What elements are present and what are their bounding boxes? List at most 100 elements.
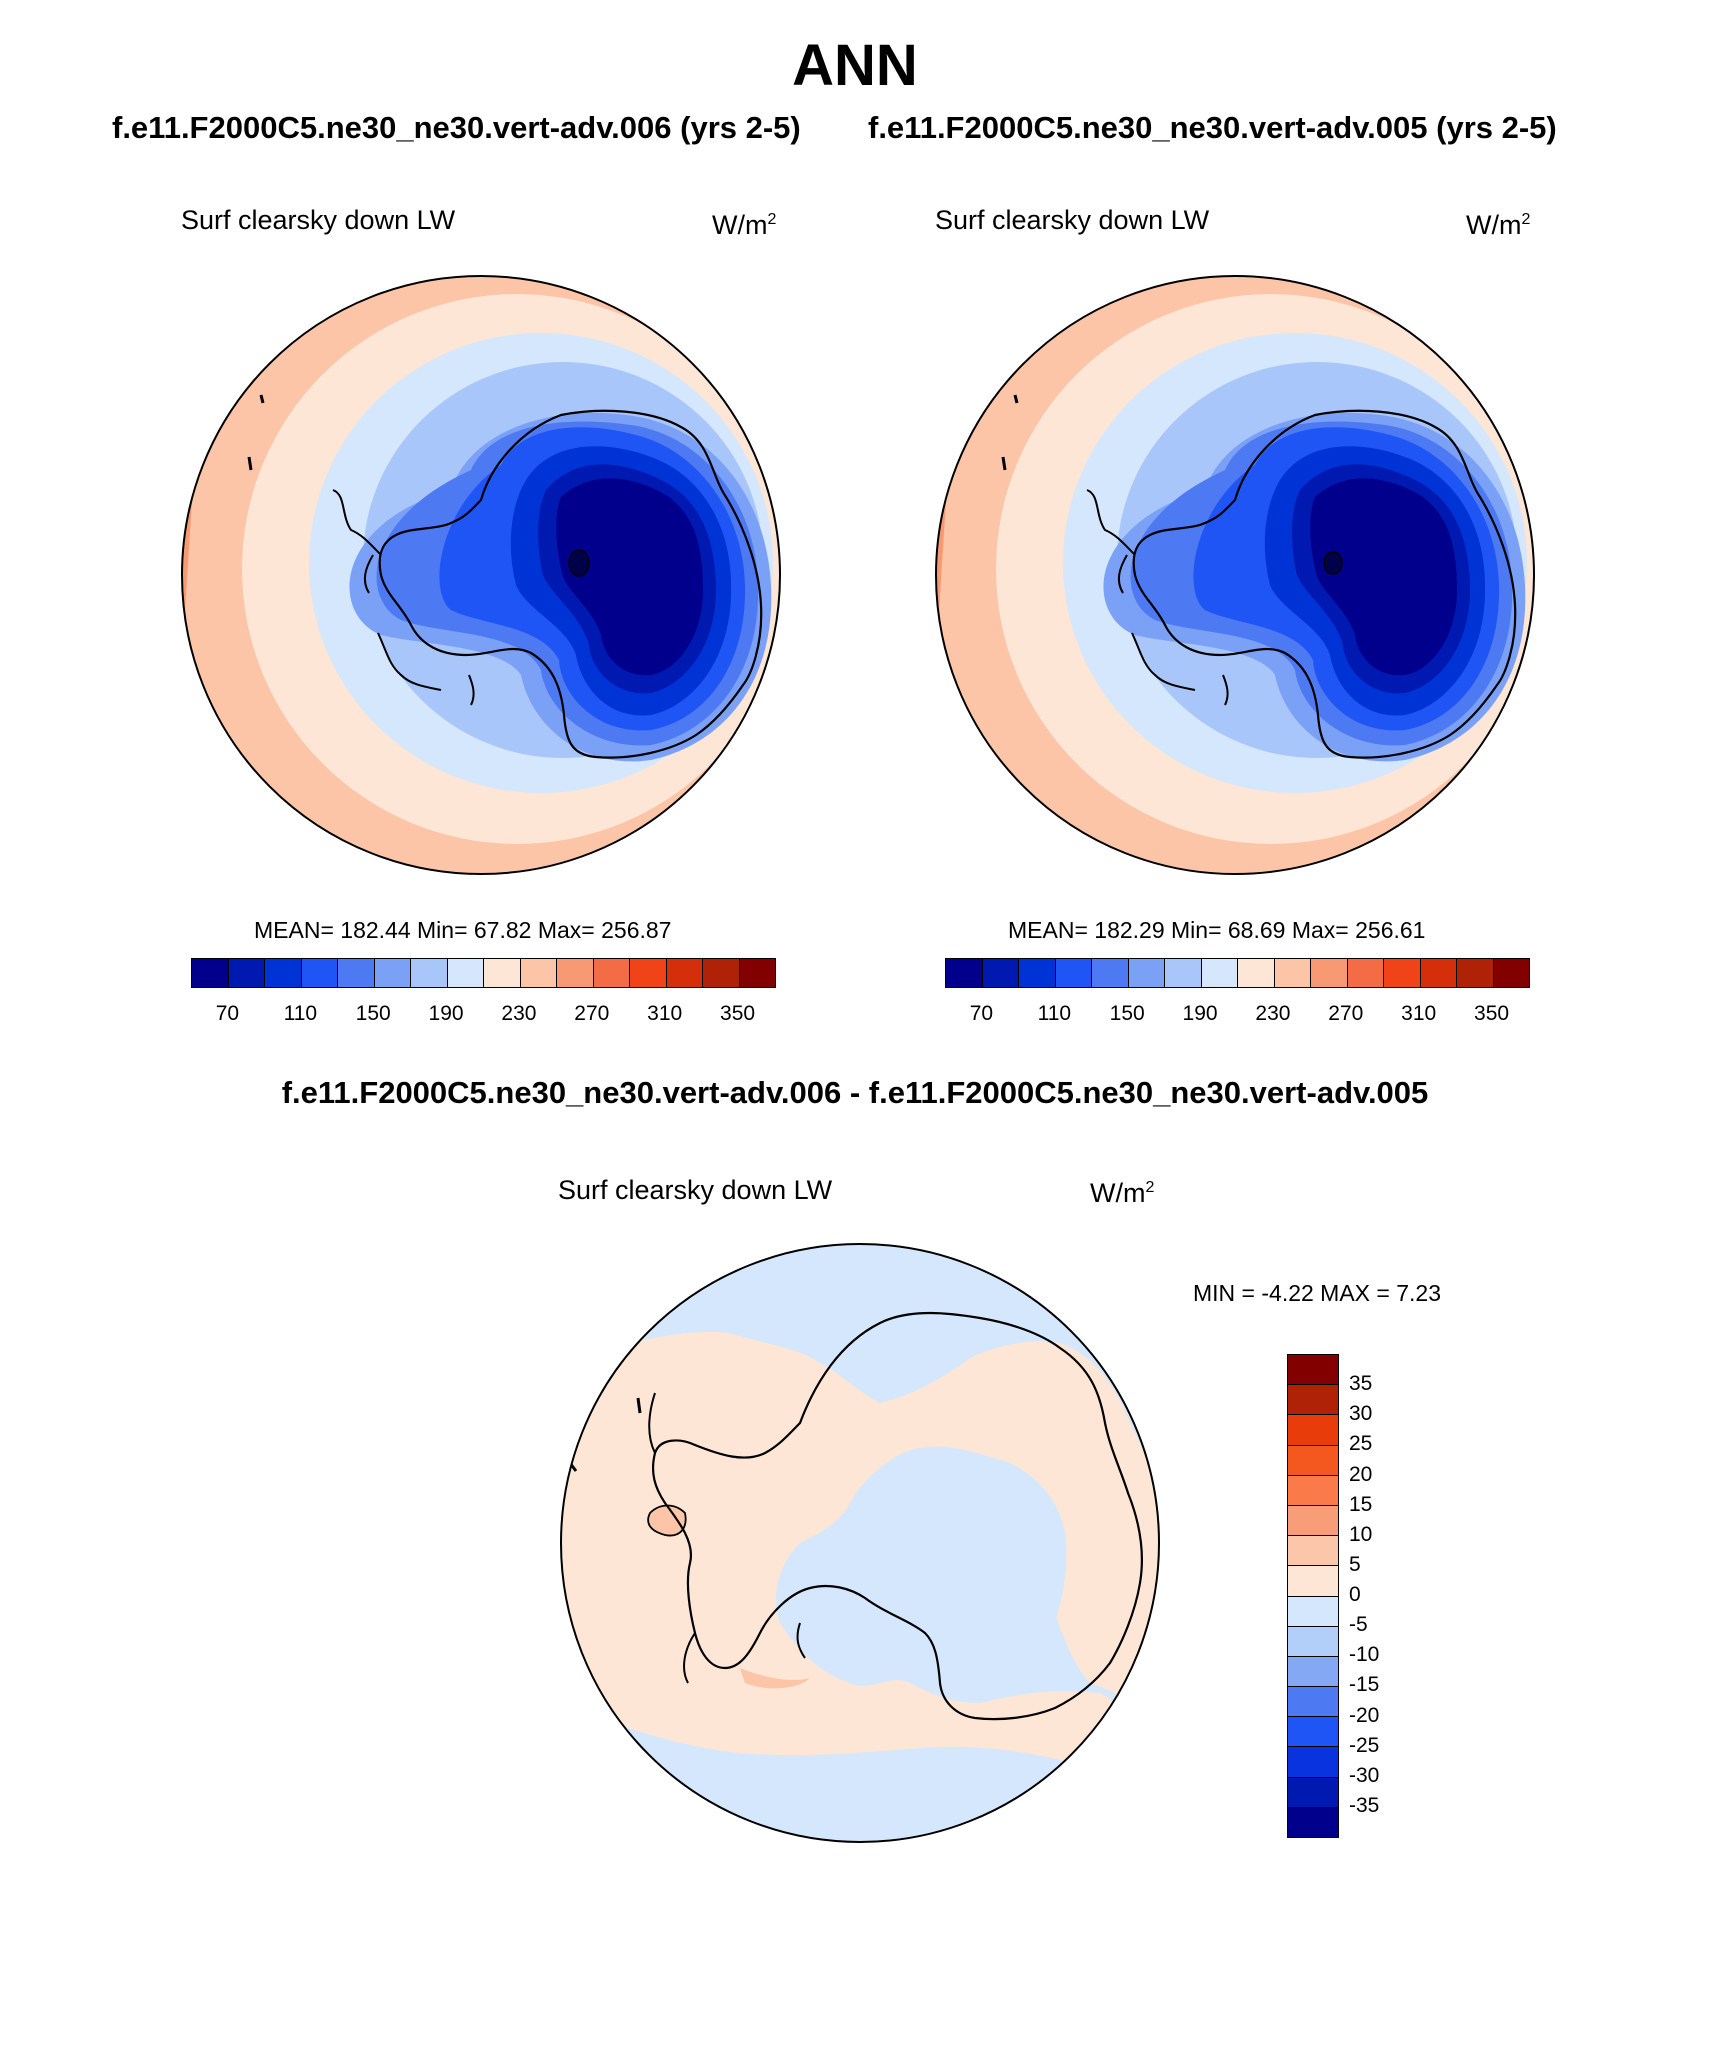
- colorbar-tick-label: -5: [1349, 1613, 1368, 1637]
- colorbar-tick-label: 15: [1349, 1492, 1373, 1516]
- colorbar-swatch: [338, 959, 375, 987]
- colorbar-swatch: [982, 959, 1019, 987]
- colorbar-swatch: [1288, 1445, 1338, 1476]
- page-title: ANN: [792, 33, 918, 98]
- colorbar-tick-label: 0: [1349, 1583, 1361, 1606]
- colorbar-swatch: [228, 959, 265, 987]
- colorbar-swatch: [1457, 959, 1494, 987]
- diff-colorbar: [1287, 1354, 1339, 1838]
- colorbar-swatch: [1384, 959, 1421, 987]
- colorbar-swatch: [1288, 1475, 1338, 1506]
- colorbar-swatch: [520, 959, 557, 987]
- right-polar-map: [935, 275, 1535, 875]
- right-colorbar: [945, 958, 1530, 988]
- left-units: W/m2: [712, 210, 777, 240]
- colorbar-swatch: [1288, 1656, 1338, 1688]
- colorbar-swatch: [1238, 959, 1275, 987]
- colorbar-swatch: [1201, 959, 1238, 987]
- left-colorbar: [191, 958, 776, 988]
- colorbar-tick-label: 35: [1349, 1372, 1373, 1396]
- left-stats: MEAN= 182.44 Min= 67.82 Max= 256.87: [254, 917, 672, 943]
- colorbar-tick-label: 150: [1109, 1002, 1145, 1025]
- colorbar-swatch: [1311, 959, 1348, 987]
- colorbar-swatch: [1165, 959, 1202, 987]
- colorbar-swatch: [946, 959, 983, 987]
- colorbar-swatch: [630, 959, 667, 987]
- colorbar-swatch: [1288, 1717, 1338, 1748]
- colorbar-swatch: [1288, 1415, 1338, 1446]
- colorbar-tick-label: -15: [1349, 1673, 1380, 1697]
- right-units: W/m2: [1466, 210, 1531, 240]
- right-plot-label: Surf clearsky down LW: [935, 205, 1210, 235]
- colorbar-swatch: [1274, 959, 1311, 987]
- colorbar-tick-label: 25: [1349, 1432, 1373, 1456]
- colorbar-tick-label: 270: [574, 1002, 610, 1025]
- colorbar-tick-label: 20: [1349, 1462, 1373, 1486]
- colorbar-tick-label: 10: [1349, 1522, 1373, 1546]
- left-polar-map: [181, 275, 781, 875]
- colorbar-swatch: [1288, 1385, 1338, 1416]
- colorbar-tick-label: 70: [215, 1002, 240, 1025]
- diff-stats: MIN = -4.22 MAX = 7.23: [1193, 1280, 1442, 1306]
- colorbar-swatch: [557, 959, 594, 987]
- colorbar-swatch: [265, 959, 302, 987]
- diff-colorbar-ticks: 35 30 25 20 15 10 5 0 -5 -10 -15 -20 -25 -30 -35: [1349, 1354, 1429, 1836]
- diff-units: W/m2: [1090, 1178, 1155, 1208]
- colorbar-tick-label: -10: [1349, 1643, 1380, 1667]
- colorbar-swatch: [703, 959, 740, 987]
- colorbar-swatch: [411, 959, 448, 987]
- colorbar-swatch: [739, 959, 775, 987]
- right-stats: MEAN= 182.29 Min= 68.69 Max= 256.61: [1008, 917, 1426, 943]
- colorbar-tick-label: 230: [501, 1002, 537, 1025]
- colorbar-swatch: [1019, 959, 1056, 987]
- colorbar-swatch: [447, 959, 484, 987]
- colorbar-tick-label: 310: [647, 1002, 683, 1025]
- colorbar-swatch: [1288, 1566, 1338, 1597]
- diff-title: f.e11.F2000C5.ne30_ne30.vert-adv.006 - f…: [281, 1075, 1429, 1110]
- colorbar-tick-label: 70: [969, 1002, 994, 1025]
- colorbar-swatch: [1420, 959, 1457, 987]
- colorbar-tick-label: 310: [1401, 1002, 1437, 1025]
- colorbar-tick-label: 230: [1255, 1002, 1291, 1025]
- colorbar-tick-label: 110: [283, 1002, 318, 1025]
- colorbar-swatch: [192, 959, 229, 987]
- colorbar-swatch: [1347, 959, 1384, 987]
- case-title-right: f.e11.F2000C5.ne30_ne30.vert-adv.005 (yr…: [868, 110, 1557, 145]
- colorbar-tick-label: 350: [720, 1002, 756, 1025]
- colorbar-tick-label: -20: [1349, 1703, 1380, 1727]
- colorbar-swatch: [374, 959, 411, 987]
- colorbar-tick-label: 350: [1474, 1002, 1510, 1025]
- left-plot-label: Surf clearsky down LW: [181, 205, 456, 235]
- colorbar-swatch: [1288, 1747, 1338, 1778]
- colorbar-tick-label: 270: [1328, 1002, 1364, 1025]
- colorbar-swatch: [593, 959, 630, 987]
- diff-plot-label: Surf clearsky down LW: [558, 1175, 833, 1205]
- colorbar-tick-label: 30: [1349, 1402, 1373, 1426]
- colorbar-swatch: [1288, 1687, 1338, 1718]
- colorbar-tick-label: -35: [1349, 1793, 1380, 1817]
- colorbar-swatch: [1288, 1777, 1338, 1808]
- case-title-left: f.e11.F2000C5.ne30_ne30.vert-adv.006 (yr…: [112, 110, 801, 145]
- colorbar-swatch: [1288, 1355, 1338, 1386]
- colorbar-tick-label: 190: [1182, 1002, 1218, 1025]
- right-colorbar-ticks: 70 110 150 190 230 270 310 350: [945, 1002, 1528, 1032]
- colorbar-swatch: [1288, 1626, 1338, 1657]
- colorbar-swatch: [1055, 959, 1092, 987]
- colorbar-tick-label: 110: [1037, 1002, 1072, 1025]
- colorbar-swatch: [1288, 1536, 1338, 1567]
- colorbar-swatch: [484, 959, 521, 987]
- colorbar-tick-label: -30: [1349, 1763, 1380, 1787]
- colorbar-swatch: [1092, 959, 1129, 987]
- left-colorbar-ticks: 70 110 150 190 230 270 310 350: [191, 1002, 774, 1032]
- colorbar-swatch: [1288, 1505, 1338, 1537]
- colorbar-swatch: [1493, 959, 1529, 987]
- colorbar-swatch: [301, 959, 338, 987]
- diff-polar-map: [560, 1243, 1160, 1843]
- colorbar-tick-label: 5: [1349, 1552, 1361, 1576]
- colorbar-tick-label: 150: [355, 1002, 391, 1025]
- colorbar-tick-label: -25: [1349, 1733, 1380, 1757]
- colorbar-swatch: [1288, 1596, 1338, 1627]
- colorbar-tick-label: 190: [428, 1002, 464, 1025]
- colorbar-swatch: [666, 959, 703, 987]
- colorbar-swatch: [1128, 959, 1165, 987]
